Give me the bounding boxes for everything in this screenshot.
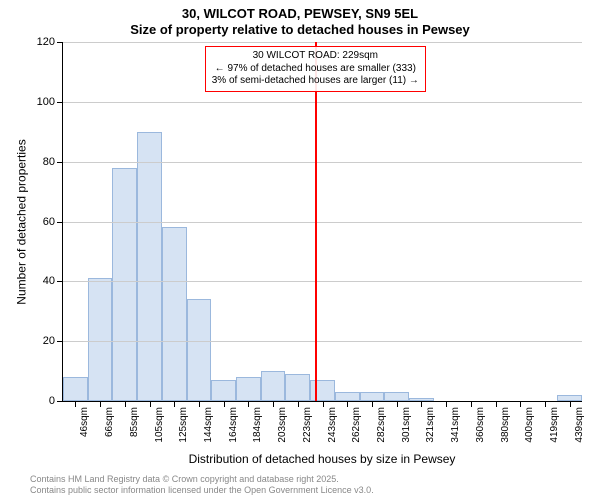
chart-container: 30, WILCOT ROAD, PEWSEY, SN9 5EL Size of… <box>0 0 600 500</box>
x-tick-label: 439sqm <box>574 407 585 443</box>
x-tick-label: 243sqm <box>327 407 338 443</box>
x-tick <box>446 401 447 407</box>
histogram-bar <box>187 299 212 401</box>
y-axis-label-text: Number of detached properties <box>15 139 29 304</box>
x-tick-label: 282sqm <box>376 407 387 443</box>
y-tick-label: 20 <box>43 335 55 347</box>
x-tick-label: 164sqm <box>228 407 239 443</box>
y-tick-label: 40 <box>43 275 55 287</box>
histogram-bar <box>137 132 162 401</box>
x-tick-label: 360sqm <box>475 407 486 443</box>
histogram-bar <box>211 380 236 401</box>
x-tick <box>545 401 546 407</box>
chart-title-line1: 30, WILCOT ROAD, PEWSEY, SN9 5EL <box>0 6 600 21</box>
x-tick-label: 380sqm <box>500 407 511 443</box>
x-tick <box>75 401 76 407</box>
x-tick-label: 301sqm <box>401 407 412 443</box>
y-tick-label: 120 <box>37 36 55 48</box>
histogram-bar <box>63 377 88 401</box>
grid-line <box>63 102 582 103</box>
y-tick <box>57 341 63 342</box>
x-tick <box>150 401 151 407</box>
y-tick <box>57 222 63 223</box>
y-tick-label: 80 <box>43 156 55 168</box>
x-tick-label: 341sqm <box>450 407 461 443</box>
y-tick <box>57 42 63 43</box>
y-tick <box>57 102 63 103</box>
x-tick <box>248 401 249 407</box>
x-tick <box>224 401 225 407</box>
grid-line <box>63 42 582 43</box>
grid-line <box>63 341 582 342</box>
histogram-bar <box>285 374 310 401</box>
y-tick-label: 60 <box>43 216 55 228</box>
chart-title-line2: Size of property relative to detached ho… <box>0 22 600 37</box>
x-tick <box>347 401 348 407</box>
histogram-bar <box>335 392 360 401</box>
histogram-bar <box>162 227 187 401</box>
x-tick <box>372 401 373 407</box>
y-tick <box>57 401 63 402</box>
grid-line <box>63 222 582 223</box>
x-tick-label: 85sqm <box>129 407 140 437</box>
x-tick-label: 400sqm <box>524 407 535 443</box>
x-tick-label: 144sqm <box>203 407 214 443</box>
x-tick <box>174 401 175 407</box>
x-tick <box>298 401 299 407</box>
histogram-bar <box>88 278 113 401</box>
y-tick-label: 0 <box>49 395 55 407</box>
x-tick <box>570 401 571 407</box>
annotation-line3: 3% of semi-detached houses are larger (1… <box>212 75 419 88</box>
y-tick <box>57 162 63 163</box>
x-axis-label: Distribution of detached houses by size … <box>62 452 582 466</box>
x-tick <box>397 401 398 407</box>
grid-line <box>63 162 582 163</box>
histogram-bar <box>112 168 137 401</box>
x-tick-label: 105sqm <box>154 407 165 443</box>
y-tick <box>57 281 63 282</box>
footer-line2: Contains public sector information licen… <box>30 485 374 496</box>
y-axis-label: Number of detached properties <box>14 42 30 402</box>
x-tick-label: 125sqm <box>178 407 189 443</box>
x-tick <box>323 401 324 407</box>
histogram-bar <box>384 392 409 401</box>
footer-line1: Contains HM Land Registry data © Crown c… <box>30 474 374 485</box>
x-tick <box>471 401 472 407</box>
x-tick <box>496 401 497 407</box>
x-tick-label: 184sqm <box>252 407 263 443</box>
x-tick-label: 66sqm <box>104 407 115 437</box>
x-tick <box>100 401 101 407</box>
annotation-line2: ← 97% of detached houses are smaller (33… <box>212 63 419 76</box>
reference-line <box>315 42 317 401</box>
x-tick <box>421 401 422 407</box>
x-tick-label: 46sqm <box>79 407 90 437</box>
x-tick <box>125 401 126 407</box>
x-tick-label: 419sqm <box>549 407 560 443</box>
x-tick <box>520 401 521 407</box>
histogram-bar <box>236 377 261 401</box>
y-tick-label: 100 <box>37 96 55 108</box>
x-tick <box>273 401 274 407</box>
x-tick-label: 223sqm <box>302 407 313 443</box>
annotation-line1: 30 WILCOT ROAD: 229sqm <box>212 50 419 63</box>
grid-line <box>63 281 582 282</box>
x-tick <box>199 401 200 407</box>
histogram-bar <box>261 371 286 401</box>
plot-area: 02040608010012046sqm66sqm85sqm105sqm125s… <box>62 42 582 402</box>
footer-attribution: Contains HM Land Registry data © Crown c… <box>30 474 374 496</box>
x-tick-label: 321sqm <box>425 407 436 443</box>
histogram-bar <box>360 392 385 401</box>
annotation-box: 30 WILCOT ROAD: 229sqm← 97% of detached … <box>205 46 426 92</box>
x-tick-label: 203sqm <box>277 407 288 443</box>
histogram-bar <box>310 380 335 401</box>
x-tick-label: 262sqm <box>351 407 362 443</box>
